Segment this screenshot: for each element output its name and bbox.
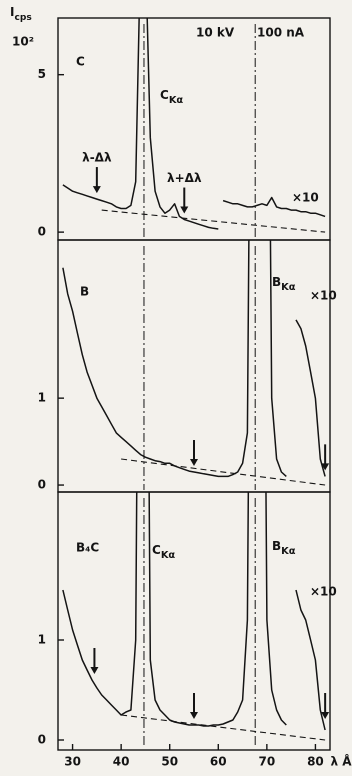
peak-label: CKα xyxy=(152,543,175,562)
arrow-label: λ-Δλ xyxy=(82,151,112,165)
x-tick-label: 60 xyxy=(210,755,227,769)
y-tick-label: 1 xyxy=(38,633,46,647)
spectrum-line xyxy=(295,319,326,477)
x-tick-label: 80 xyxy=(307,755,324,769)
y-axis-label-sub: cps xyxy=(14,13,31,23)
arrow-head xyxy=(321,463,330,471)
beam-current: 100 nA xyxy=(257,26,305,40)
panel-frame xyxy=(57,491,331,751)
arrow-head xyxy=(90,667,99,674)
series-label: ×10 xyxy=(292,191,319,205)
x-tick-label: 50 xyxy=(161,755,178,769)
y-tick-label: 0 xyxy=(38,733,46,747)
peak-label: BKα xyxy=(272,275,296,294)
peak-label-sub: Kα xyxy=(281,282,296,293)
x-tick-label: 70 xyxy=(259,755,276,769)
x-tick-label: 30 xyxy=(64,755,81,769)
y-axis-label: Icps xyxy=(10,5,32,23)
peak-label: BKα xyxy=(272,539,296,558)
panel-frame xyxy=(57,17,331,241)
peak-label-sub: Kα xyxy=(169,95,184,106)
arrow-label: λ+Δλ xyxy=(167,171,202,185)
spectrum-line xyxy=(295,589,326,731)
peak-label: CKα xyxy=(160,88,183,107)
y-axis-label-main: I xyxy=(10,5,14,19)
spectrum-line xyxy=(62,492,287,727)
peak-label-sub: Kα xyxy=(281,546,296,557)
series-label: ×10 xyxy=(310,289,337,303)
arrow-head xyxy=(321,712,330,719)
arrow-head xyxy=(190,459,198,467)
peak-label-main: C xyxy=(160,88,169,102)
arrow-head xyxy=(180,206,189,214)
y-tick-label: 0 xyxy=(38,225,46,239)
panel-label: C xyxy=(76,55,85,69)
y-scale: 10² xyxy=(12,35,34,49)
background-line xyxy=(101,209,326,233)
spectrum-line xyxy=(222,196,326,218)
arrow-head xyxy=(190,712,198,719)
arrow-head xyxy=(92,186,101,194)
peak-label-main: C xyxy=(152,543,161,557)
background-line xyxy=(121,458,326,486)
spectrum-line xyxy=(62,240,287,478)
y-tick-label: 1 xyxy=(38,391,46,405)
spectrum-line xyxy=(62,18,219,230)
peak-label-sub: Kα xyxy=(161,550,176,561)
y-tick-label: 0 xyxy=(38,478,46,492)
peak-label-main: B xyxy=(272,275,281,289)
y-tick-label: 5 xyxy=(38,67,46,81)
panel-label: B₄C xyxy=(76,541,99,555)
panel-label: B xyxy=(80,285,89,299)
beam-voltage: 10 kV xyxy=(196,26,235,40)
peak-label-main: B xyxy=(272,539,281,553)
x-axis-label: λ Å xyxy=(330,754,352,769)
background-line xyxy=(121,714,326,741)
series-label: ×10 xyxy=(310,585,337,599)
x-tick-label: 40 xyxy=(113,755,130,769)
